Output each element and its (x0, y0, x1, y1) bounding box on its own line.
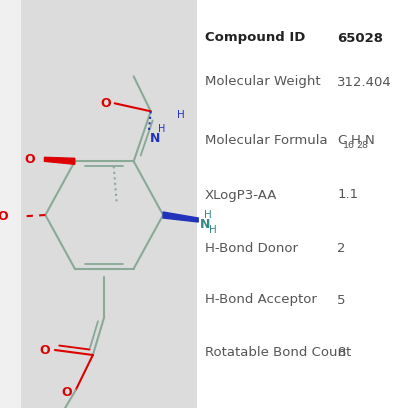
Text: 5: 5 (337, 293, 346, 306)
Text: N: N (365, 133, 375, 146)
Text: 1.1: 1.1 (337, 188, 359, 202)
Text: O: O (24, 153, 35, 166)
Text: 2: 2 (337, 242, 346, 255)
Polygon shape (163, 212, 198, 222)
Text: Compound ID: Compound ID (204, 31, 305, 44)
Text: 312.404: 312.404 (337, 75, 392, 89)
Text: O: O (61, 386, 72, 399)
Text: H-Bond Donor: H-Bond Donor (204, 242, 297, 255)
Text: 65028: 65028 (337, 31, 384, 44)
Text: 28: 28 (357, 140, 368, 149)
Text: 8: 8 (337, 346, 346, 359)
Text: N: N (150, 132, 161, 145)
Text: H: H (208, 225, 216, 235)
Polygon shape (44, 157, 75, 164)
Text: O: O (40, 344, 50, 357)
Text: H: H (177, 110, 185, 120)
Text: N: N (200, 217, 210, 231)
Text: H-Bond Acceptor: H-Bond Acceptor (204, 293, 316, 306)
Text: 16: 16 (343, 140, 355, 149)
Bar (21, 0, 197, 408)
Text: H: H (351, 133, 361, 146)
Text: H: H (204, 210, 212, 220)
Text: H: H (157, 124, 165, 134)
Text: O: O (0, 211, 8, 224)
Text: Molecular Formula: Molecular Formula (204, 133, 327, 146)
Text: O: O (100, 97, 111, 110)
Text: C: C (337, 133, 347, 146)
Bar (197, 0, 408, 408)
Text: Rotatable Bond Count: Rotatable Bond Count (204, 346, 351, 359)
Text: Molecular Weight: Molecular Weight (204, 75, 320, 89)
Text: XLogP3-AA: XLogP3-AA (204, 188, 277, 202)
